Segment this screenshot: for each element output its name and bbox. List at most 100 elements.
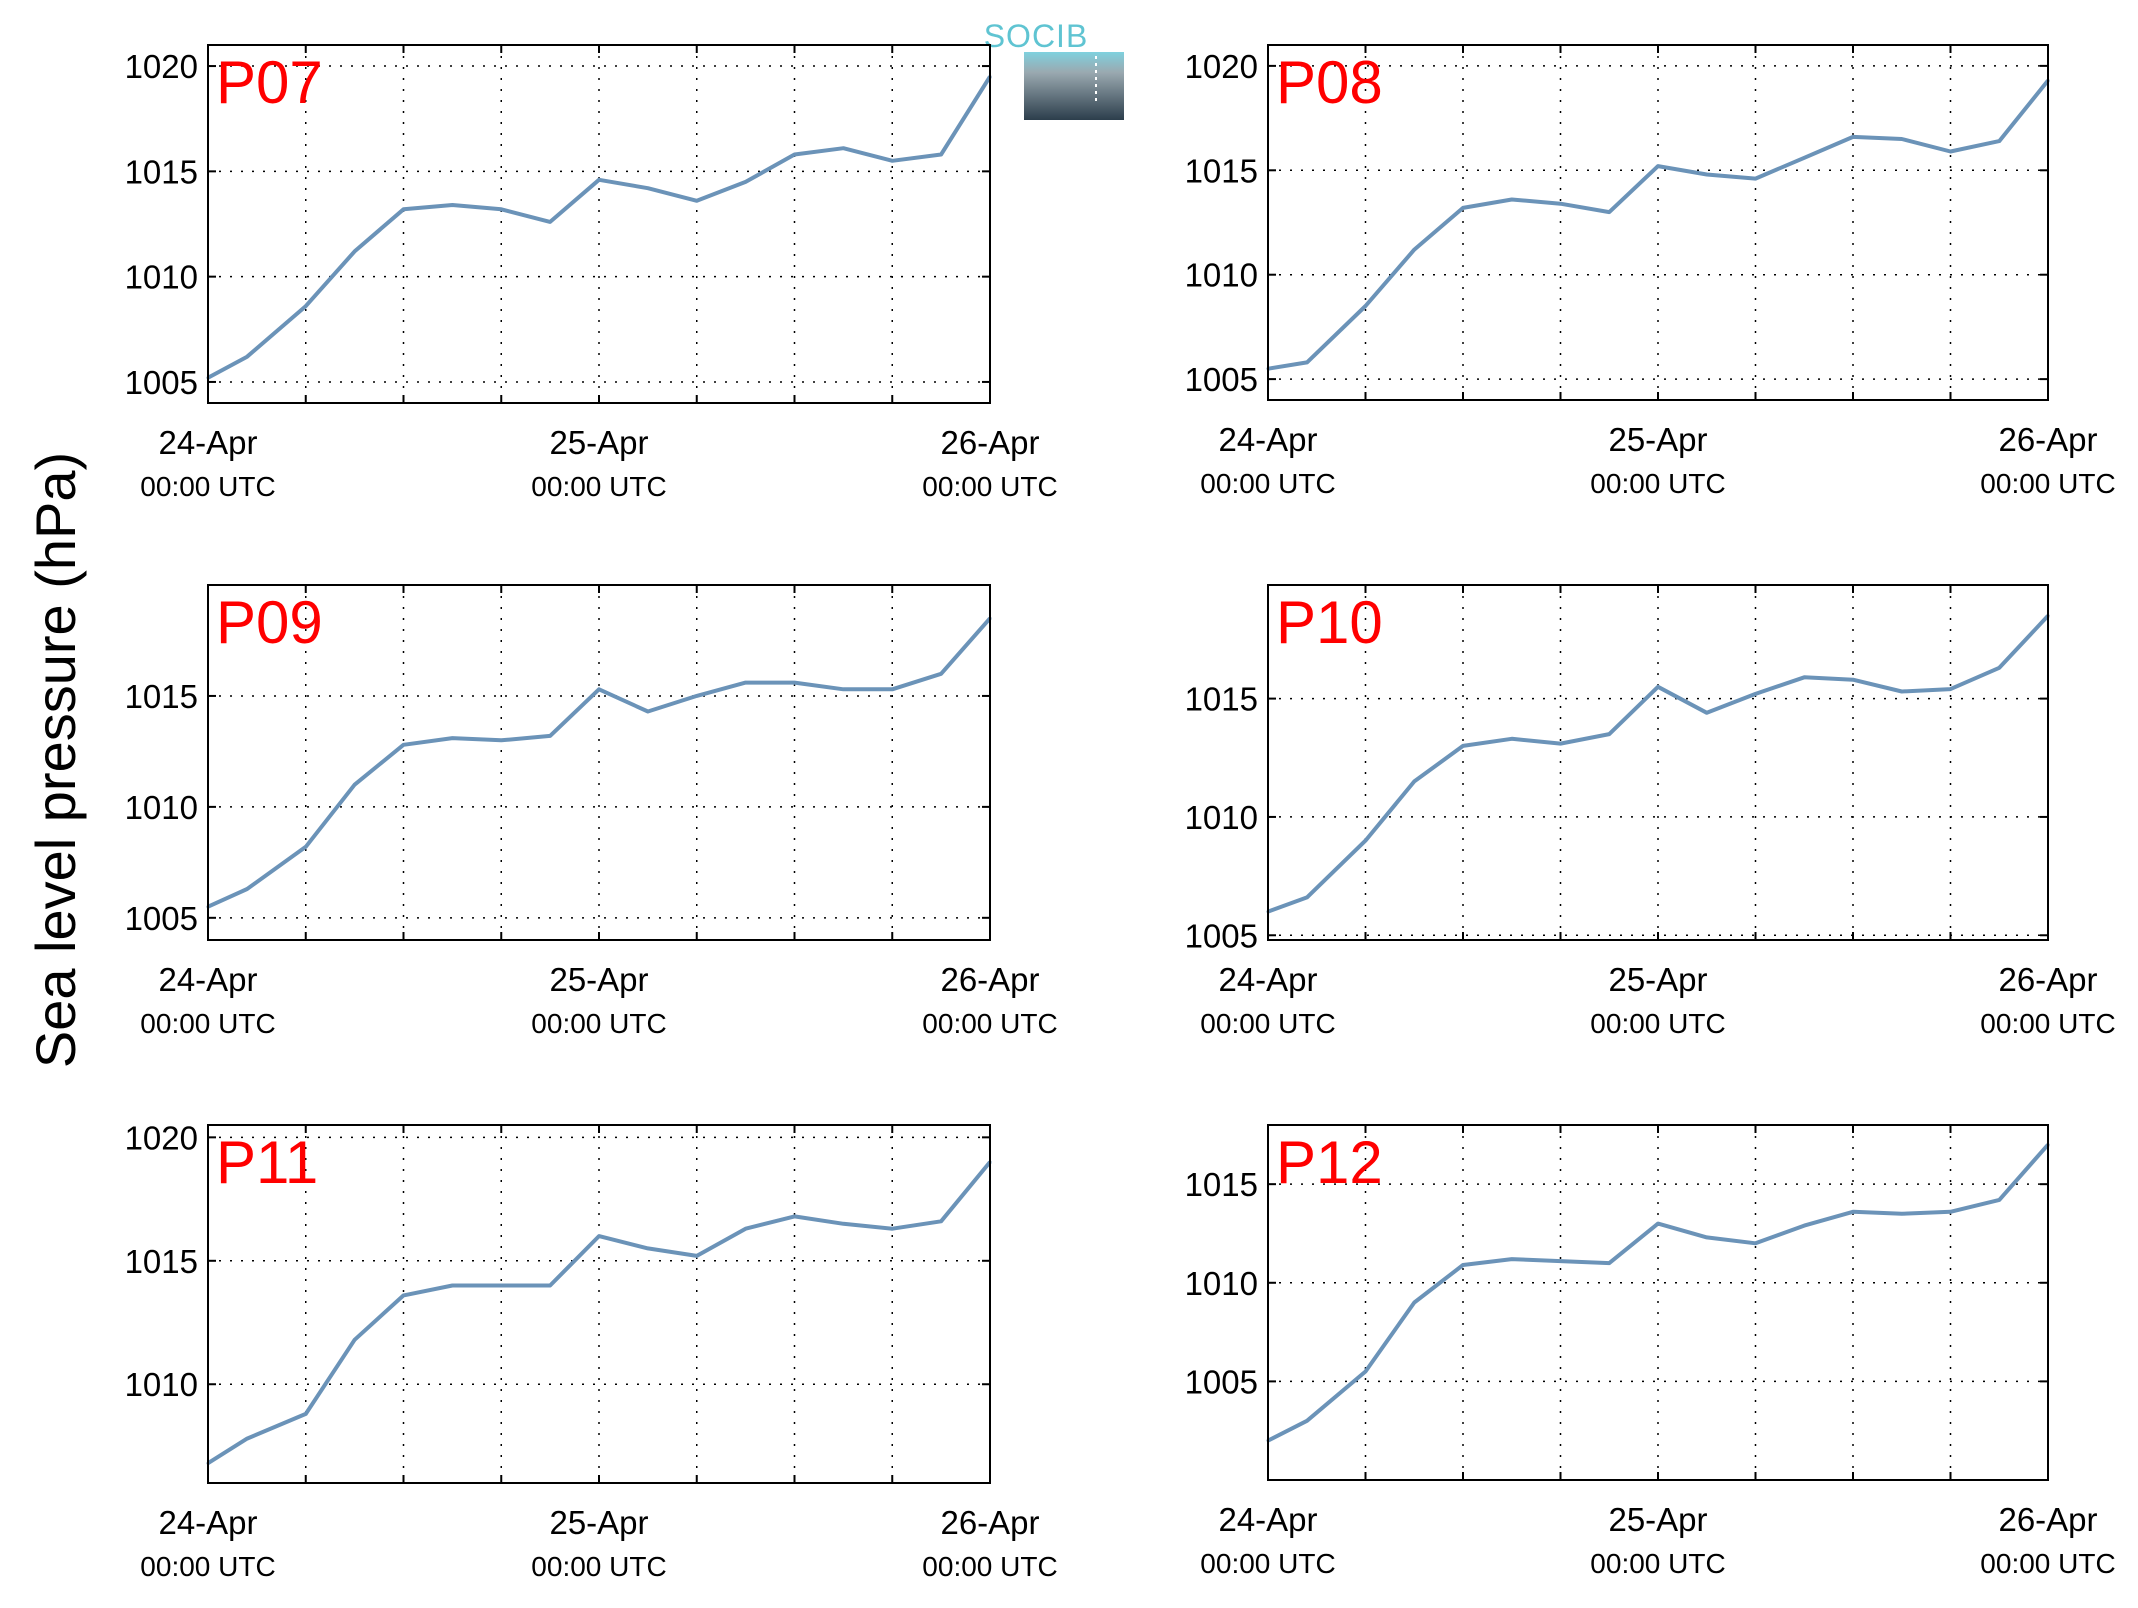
data-point xyxy=(939,672,943,676)
panel-label: P09 xyxy=(216,589,323,656)
data-point xyxy=(1949,150,1952,153)
data-point xyxy=(890,159,894,163)
data-point xyxy=(841,146,845,150)
data-point xyxy=(1510,737,1514,741)
data-point xyxy=(1851,678,1855,682)
x-tick-label: 26-Apr xyxy=(940,424,1039,461)
socib-logo: SOCIB xyxy=(984,18,1124,120)
data-point xyxy=(1412,779,1416,783)
data-point xyxy=(353,249,357,253)
y-tick-label: 1015 xyxy=(125,1243,198,1280)
x-tick-sublabel: 00:00 UTC xyxy=(922,1008,1057,1039)
x-tick-label: 25-Apr xyxy=(1608,421,1707,458)
panel-label: P11 xyxy=(216,1129,318,1196)
y-tick-label: 1005 xyxy=(125,900,198,937)
x-tick-sublabel: 00:00 UTC xyxy=(1980,1548,2115,1579)
data-point xyxy=(1305,895,1309,899)
y-tick-label: 1005 xyxy=(1185,361,1258,398)
data-point xyxy=(1656,685,1660,689)
panel-p11: 1010 1015 1020 24-Apr 00:00 UTC 25-Apr 00:00 U… xyxy=(125,1119,1058,1582)
y-axis-label: Sea level pressure (hPa) xyxy=(24,452,87,1068)
data-point xyxy=(890,1227,894,1231)
data-point xyxy=(939,1219,943,1223)
plot-frame xyxy=(1267,1124,2049,1481)
data-point xyxy=(245,355,249,359)
data-point xyxy=(402,207,405,211)
data-point xyxy=(695,1254,699,1258)
data-point xyxy=(841,687,845,691)
x-tick-sublabel: 00:00 UTC xyxy=(1980,1008,2115,1039)
data-point xyxy=(695,199,699,203)
data-point xyxy=(402,743,405,747)
x-tick-sublabel: 00:00 UTC xyxy=(1980,468,2115,499)
data-point xyxy=(1305,360,1309,364)
data-point xyxy=(1656,164,1660,168)
y-tick-label: 1010 xyxy=(1185,1265,1258,1302)
plot-frame xyxy=(207,44,991,404)
x-tick-label: 26-Apr xyxy=(940,961,1039,998)
panel-label: P12 xyxy=(1276,1129,1383,1196)
plot-frame xyxy=(207,1124,991,1484)
data-point xyxy=(1705,172,1709,176)
data-point xyxy=(597,687,601,691)
data-point xyxy=(1412,1301,1416,1304)
data-point xyxy=(1851,135,1855,139)
plot-frame xyxy=(1267,584,2049,941)
data-point xyxy=(245,1437,249,1441)
x-tick-label: 25-Apr xyxy=(1608,1501,1707,1538)
data-point xyxy=(548,734,552,738)
data-point xyxy=(1607,732,1611,736)
x-tick-label: 24-Apr xyxy=(1218,421,1317,458)
y-tick-label: 1020 xyxy=(125,1119,198,1156)
x-tick-label: 25-Apr xyxy=(1608,961,1707,998)
y-tick-label: 1015 xyxy=(1185,1166,1258,1203)
data-point xyxy=(1705,1235,1709,1239)
data-point xyxy=(744,681,748,685)
data-point xyxy=(1559,202,1562,206)
x-tick-label: 24-Apr xyxy=(1218,961,1317,998)
data-point xyxy=(1461,1263,1465,1267)
y-tick-label: 1010 xyxy=(125,789,198,826)
data-point xyxy=(1305,1419,1309,1423)
x-tick-sublabel: 00:00 UTC xyxy=(1200,1008,1335,1039)
panel-p07: 1005 1010 1015 1020 24-Apr 00:00 UTC 25-Apr 00:… xyxy=(125,44,1058,502)
panel-label: P10 xyxy=(1276,589,1383,656)
y-tick-label: 1015 xyxy=(1185,681,1258,718)
x-tick-label: 25-Apr xyxy=(549,961,648,998)
data-point xyxy=(1949,1210,1952,1214)
panel-p09: 1005 1010 1015 24-Apr 00:00 UTC 25-Apr 00:00 U… xyxy=(125,584,1058,1039)
series-line xyxy=(1267,1143,2050,1443)
panel-p10: 1005 1010 1015 24-Apr 00:00 UTC 25-Apr 00:00 U… xyxy=(1185,584,2116,1039)
data-point xyxy=(1364,839,1367,843)
x-tick-sublabel: 00:00 UTC xyxy=(922,1551,1057,1582)
x-tick-sublabel: 00:00 UTC xyxy=(531,1551,666,1582)
data-point xyxy=(1461,744,1465,748)
x-tick-sublabel: 00:00 UTC xyxy=(531,471,666,502)
x-tick-label: 25-Apr xyxy=(549,1504,648,1541)
data-point xyxy=(1607,210,1611,214)
data-point xyxy=(1802,1224,1806,1228)
data-point xyxy=(793,1214,796,1218)
data-point xyxy=(1802,675,1806,679)
panel-label: P07 xyxy=(216,49,323,116)
data-point xyxy=(1997,666,2001,670)
data-point xyxy=(548,1283,552,1287)
data-point xyxy=(744,180,748,184)
y-tick-label: 1020 xyxy=(125,48,198,85)
data-point xyxy=(1754,692,1757,696)
y-tick-label: 1010 xyxy=(125,1366,198,1403)
panel-p08: 1005 1010 1015 1020 24-Apr 00:00 UTC 25-Apr 00:… xyxy=(1185,44,2116,499)
data-point xyxy=(793,153,796,157)
x-tick-sublabel: 00:00 UTC xyxy=(140,471,275,502)
data-point xyxy=(548,220,552,224)
panel-label: P08 xyxy=(1276,49,1383,116)
series-line xyxy=(1267,614,2050,914)
data-point xyxy=(353,1338,357,1342)
y-tick-label: 1015 xyxy=(125,678,198,715)
data-point xyxy=(450,203,454,207)
x-tick-label: 26-Apr xyxy=(1998,1501,2097,1538)
x-tick-sublabel: 00:00 UTC xyxy=(922,471,1057,502)
y-tick-label: 1005 xyxy=(1185,917,1258,954)
x-tick-label: 24-Apr xyxy=(158,961,257,998)
x-tick-sublabel: 00:00 UTC xyxy=(1590,1008,1725,1039)
